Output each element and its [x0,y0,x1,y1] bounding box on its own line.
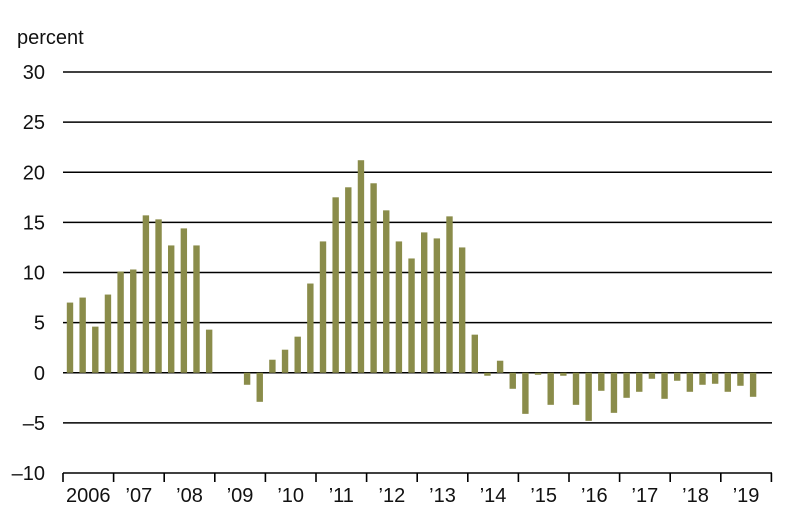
bar [699,372,706,385]
y-tick-label: 25 [23,112,45,134]
x-axis-tick-labels: 2006 ’07 ’08 ’09 ’10 ’11 ’12 ’13 ’14 ’15 ’16 ’17 ’18… [66,485,759,507]
bar [572,372,580,405]
bar [585,372,592,421]
y-tick-label: 30 [23,62,45,84]
bar [155,219,162,373]
y-tick-label: 5 [34,313,45,335]
y-tick-label: 15 [23,212,45,234]
bar [180,228,188,373]
bar [269,359,276,373]
bar [724,372,731,392]
bar [711,372,719,384]
bar [117,271,124,373]
x-axis [62,472,773,482]
bar [661,372,668,399]
bar [395,241,403,373]
bar [534,372,542,375]
bar [294,336,301,373]
y-tick-label: –5 [23,413,45,435]
bar [307,283,314,373]
bar [421,232,428,373]
bar [471,334,478,373]
bar [610,372,618,413]
x-tick-label: ’13 [429,485,456,507]
x-tick-label: ’19 [733,485,760,507]
bar [749,372,757,397]
y-tick-label: –10 [12,463,45,485]
bar [332,197,339,373]
bar [484,372,491,376]
bar [79,297,86,373]
bar [319,241,327,373]
bar [168,245,175,373]
bar [66,302,74,373]
bar [547,372,554,405]
bar [345,187,352,373]
bar [509,372,516,389]
x-tick-label: ’15 [530,485,557,507]
bar [243,372,251,385]
y-axis-tick-labels: –10 –5 0 5 10 15 20 25 30 [12,62,45,485]
bars [66,160,757,421]
bar [686,372,694,392]
bar [408,258,415,373]
bar [636,372,643,392]
y-tick-label: 10 [23,263,45,285]
x-tick-label: ’11 [329,485,354,507]
bar [522,372,529,414]
y-tick-label: 20 [23,162,45,184]
x-tick-label: ’18 [682,485,709,507]
y-axis-unit-label: percent [17,27,84,49]
bar [370,183,377,373]
bar [142,215,150,373]
bar [281,349,289,373]
bar [496,360,504,373]
bar [104,294,112,373]
x-tick-label: 2006 [66,485,111,507]
bar [648,372,656,379]
bar [205,329,213,373]
bar [193,245,200,373]
bar [92,326,99,373]
x-tick-label: ’07 [126,485,153,507]
y-tick-label: 0 [34,363,45,385]
bar [598,372,605,391]
x-tick-label: ’10 [277,485,304,507]
x-tick-label: ’12 [379,485,406,507]
x-tick-label: ’14 [480,485,507,507]
x-tick-label: ’17 [632,485,659,507]
bar [256,372,263,402]
x-tick-label: ’09 [227,485,254,507]
bar [433,238,441,373]
bar [383,210,390,373]
bar [560,372,567,376]
bar [674,372,681,381]
bar [737,372,744,386]
bar [446,216,453,373]
bar [623,372,630,398]
x-tick-label: ’16 [581,485,608,507]
x-tick-label: ’08 [176,485,203,507]
bar [130,269,137,373]
bar [357,160,365,373]
bar [458,247,466,373]
